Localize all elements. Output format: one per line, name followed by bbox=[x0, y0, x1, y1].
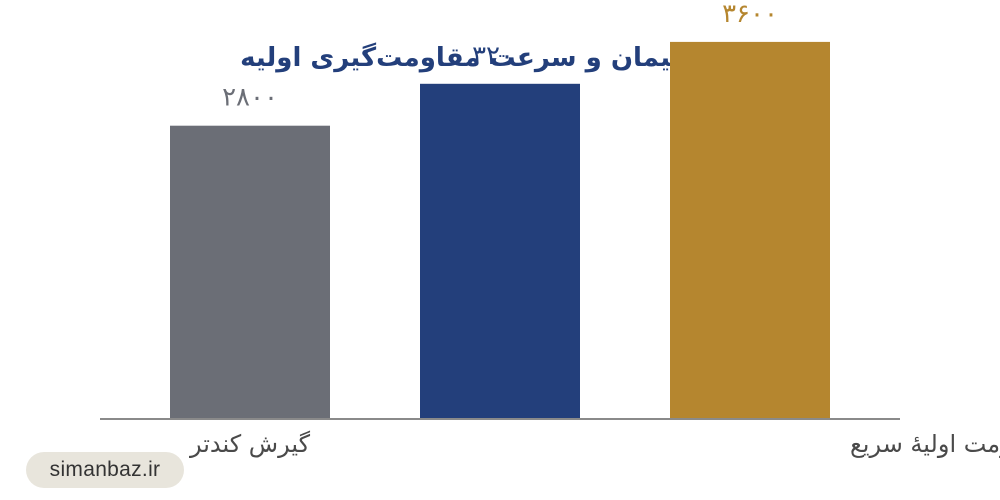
value-label-1: ۲۸۰۰ bbox=[222, 83, 278, 113]
category-label-3: مقاومت اولیهٔ سریع bbox=[850, 430, 1000, 458]
value-label-3: ۳۶۰۰ bbox=[722, 0, 778, 29]
bar-3 bbox=[670, 41, 830, 420]
bars-group bbox=[170, 41, 830, 420]
value-label-2: ۳۲۰۰ bbox=[472, 41, 528, 71]
value-labels-group: ۲۸۰۰ ۳۲۰۰ ۳۶۰۰ bbox=[222, 0, 778, 113]
category-labels-group: گیرش کندتر مقاومت اولیهٔ سریع bbox=[189, 430, 1000, 458]
site-watermark[interactable]: simanbaz.ir bbox=[26, 452, 184, 488]
category-label-1: گیرش کندتر bbox=[189, 430, 311, 458]
bar-1 bbox=[170, 125, 330, 419]
bar-2 bbox=[420, 83, 580, 420]
